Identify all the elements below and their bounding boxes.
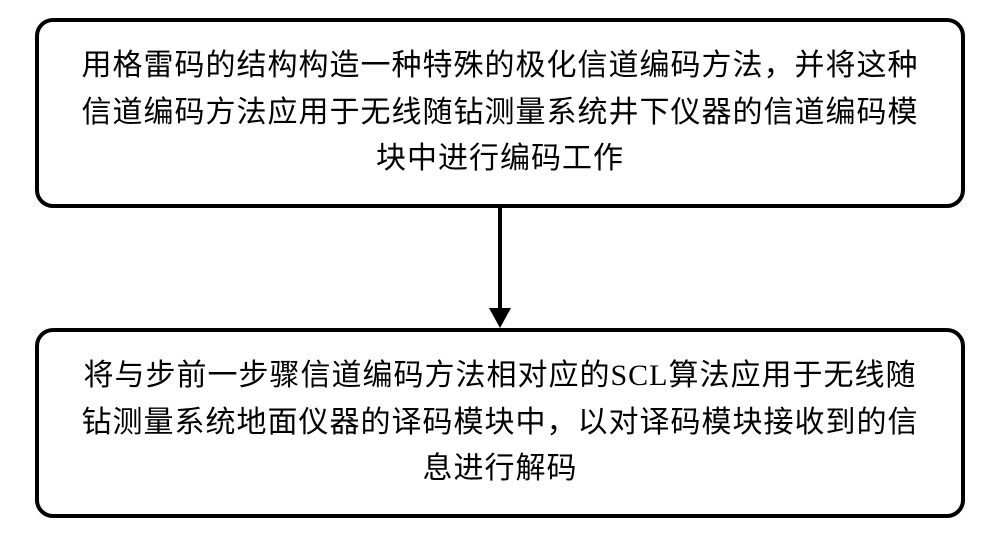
flowchart-node-step2: 将与步前一步骤信道编码方法相对应的SCL算法应用于无线随钻测量系统地面仪器的译码…: [35, 328, 965, 518]
flowchart-node-step1: 用格雷码的结构构造一种特殊的极化信道编码方法，并将这种信道编码方法应用于无线随钻…: [35, 18, 965, 208]
flowchart-node-step1-text: 用格雷码的结构构造一种特殊的极化信道编码方法，并将这种信道编码方法应用于无线随钻…: [69, 43, 931, 183]
flowchart-edge-arrowhead-icon: [489, 308, 511, 328]
flowchart-container: 用格雷码的结构构造一种特殊的极化信道编码方法，并将这种信道编码方法应用于无线随钻…: [0, 0, 1000, 540]
flowchart-edge-line: [498, 208, 502, 314]
flowchart-node-step2-text: 将与步前一步骤信道编码方法相对应的SCL算法应用于无线随钻测量系统地面仪器的译码…: [69, 353, 931, 493]
